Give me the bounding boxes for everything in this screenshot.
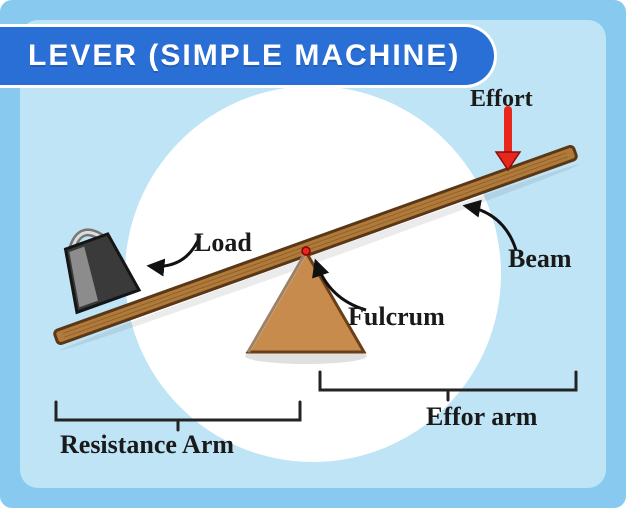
label-beam: Beam	[508, 244, 572, 274]
title-text: LEVER (SIMPLE MACHINE)	[28, 39, 460, 73]
load-weight	[53, 222, 140, 312]
label-fulcrum: Fulcrum	[348, 302, 445, 332]
diagram-stage: LEVER (SIMPLE MACHINE) Effort Load Beam …	[0, 0, 626, 508]
label-effort: Effort	[470, 86, 533, 113]
pointer-load	[150, 236, 200, 266]
label-load: Load	[194, 228, 252, 258]
bracket-effort-arm	[320, 372, 576, 400]
bracket-resistance-arm	[56, 402, 300, 430]
title-bar: LEVER (SIMPLE MACHINE)	[0, 24, 497, 88]
label-effort-arm: Effor arm	[426, 402, 537, 432]
label-resistance-arm: Resistance Arm	[60, 430, 234, 460]
pivot-dot	[302, 247, 310, 255]
